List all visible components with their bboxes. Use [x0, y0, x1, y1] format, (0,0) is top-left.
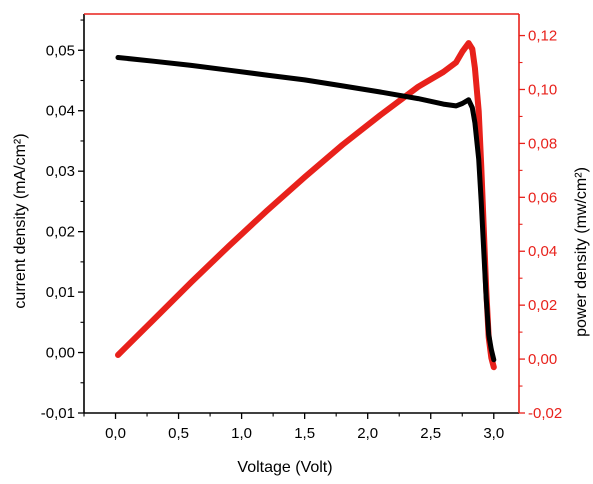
x-axis-label: Voltage (Volt) [237, 459, 332, 476]
power-density-point [188, 279, 194, 285]
left-y-tick-label: 0,02 [46, 224, 75, 241]
series-layer [115, 40, 497, 371]
power-density-point [469, 46, 475, 52]
power-density-point [453, 59, 459, 66]
power-density-point [415, 84, 421, 90]
power-density-line [115, 40, 497, 371]
right-y-tick-label: 0,08 [528, 135, 557, 152]
power-density-point [264, 208, 270, 214]
current-density-point [441, 101, 446, 107]
x-tick-label: 1,5 [294, 425, 315, 442]
right-y-axis-ticks: -0,02 0,00 0,02 0,04 0,06 0,08 0,10 0,12 [519, 28, 562, 422]
current-density-line [115, 55, 497, 363]
right-y-axis-label: power density (mw/cm²) [573, 167, 590, 337]
x-tick-label: 2,0 [357, 425, 378, 442]
power-density-point [150, 317, 156, 323]
right-y-tick-label: 0,04 [528, 243, 557, 260]
x-tick-label: 1,0 [231, 425, 252, 442]
right-y-tick-label: -0,02 [528, 405, 562, 422]
right-y-tick-label: 0,06 [528, 189, 557, 206]
right-y-tick-label: 0,02 [528, 297, 557, 314]
power-density-point [476, 108, 482, 114]
x-axis-ticks: 0,0 0,5 1,0 1,5 2,0 2,5 3,0 [83, 413, 504, 442]
current-density-point [470, 105, 475, 110]
power-density-point [466, 40, 472, 46]
left-y-tick-label: 0,00 [46, 345, 75, 362]
current-density-point [479, 199, 484, 204]
current-density-point [491, 357, 496, 362]
power-density-point [302, 174, 308, 180]
right-y-tick-label: 0,12 [528, 28, 557, 45]
current-density-point [302, 77, 307, 83]
power-density-point [491, 364, 497, 370]
current-density-point [453, 103, 459, 109]
left-y-tick-label: 0,04 [46, 103, 75, 120]
power-density-point [339, 142, 346, 148]
power-density-point [440, 69, 446, 75]
power-density-point [377, 112, 383, 118]
x-tick-label: 3,0 [483, 425, 504, 442]
left-y-tick-label: 0,03 [46, 163, 75, 180]
current-density-point [115, 55, 121, 60]
current-density-point [415, 96, 421, 101]
current-density-point [378, 89, 383, 95]
current-density-point [486, 332, 491, 337]
power-density-point [459, 49, 465, 55]
x-tick-label: 2,5 [420, 425, 441, 442]
x-tick-label: 0,5 [168, 425, 189, 442]
left-y-tick-label: -0,01 [41, 405, 75, 422]
right-y-tick-label: 0,10 [528, 81, 557, 98]
current-density-point [189, 63, 194, 68]
current-density-point [484, 295, 489, 301]
current-density-point [466, 97, 471, 103]
current-density-point [460, 101, 465, 106]
current-density-point [476, 156, 481, 162]
current-density-point [481, 247, 486, 252]
power-density-point [472, 65, 478, 71]
left-y-axis-ticks: -0,01 0,00 0,01 0,02 0,03 0,04 0,05 [41, 19, 84, 422]
right-y-tick-label: 0,00 [528, 351, 557, 368]
x-tick-label: 0,0 [105, 425, 126, 442]
current-density-point [489, 347, 494, 352]
left-y-axis-label: current density (mA/cm²) [12, 133, 29, 308]
left-y-tick-label: 0,01 [46, 284, 75, 301]
power-density-point [115, 352, 121, 358]
current-density-point [264, 72, 269, 78]
current-density-point [472, 120, 478, 126]
power-density-point [226, 243, 232, 249]
current-density-point [340, 83, 345, 89]
current-density-point [226, 68, 232, 73]
left-y-tick-label: 0,05 [46, 42, 75, 59]
current-density-point [151, 59, 156, 64]
